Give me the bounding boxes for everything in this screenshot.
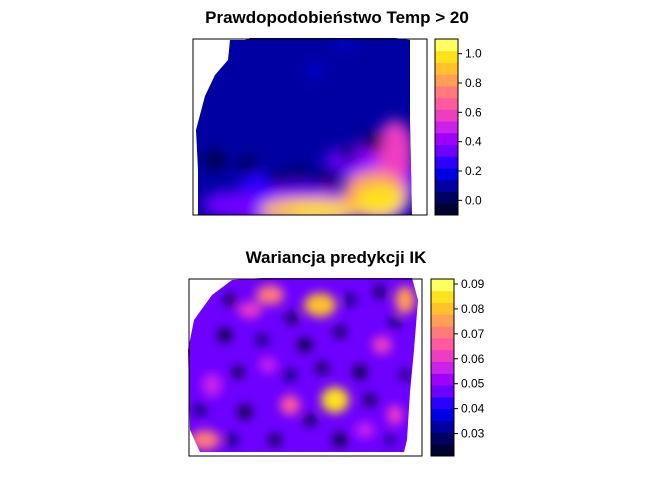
colorbar-tick-label: 0.07 bbox=[461, 327, 485, 341]
colorbar-swatch bbox=[431, 314, 454, 327]
colorbar-swatch bbox=[431, 397, 454, 410]
colorbar-swatch bbox=[431, 279, 454, 292]
colorbar-swatch bbox=[431, 373, 454, 386]
colorbar-tick-label: 0.0 bbox=[465, 193, 482, 207]
colorbar-tick-label: 0.4 bbox=[465, 135, 482, 149]
plot-frame bbox=[188, 278, 423, 457]
plot-frame bbox=[192, 38, 428, 216]
colorbar-swatch bbox=[435, 39, 458, 52]
colorbar-swatch bbox=[435, 85, 458, 99]
colorbar-swatch bbox=[431, 349, 454, 362]
colorbar-swatch bbox=[431, 338, 454, 351]
colorbar-tick-label: 0.6 bbox=[465, 105, 482, 119]
colorbar-tick-label: 0.8 bbox=[465, 76, 482, 90]
colorbar-swatch bbox=[435, 121, 458, 134]
colorbar-swatch bbox=[431, 444, 454, 457]
colorbar-swatch bbox=[431, 361, 454, 374]
colorbar-swatches bbox=[431, 279, 454, 457]
colorbar-swatches bbox=[435, 39, 458, 216]
heatmap-field bbox=[196, 38, 412, 215]
colorbar-swatch bbox=[435, 179, 458, 192]
colorbar-tick-label: 0.06 bbox=[461, 352, 485, 366]
colorbar-swatch bbox=[431, 326, 454, 339]
colorbar-tick-label: 0.2 bbox=[465, 164, 482, 178]
colorbar-swatch bbox=[435, 203, 458, 216]
colorbar-frame bbox=[434, 38, 459, 216]
chart-panel-variance: Wariancja predykcji IK bbox=[188, 248, 485, 457]
colorbar-swatch bbox=[435, 191, 458, 204]
chart-title: Wariancja predykcji IK bbox=[246, 248, 427, 267]
colorbar-swatch bbox=[431, 432, 454, 445]
colorbar-tick-label: 0.04 bbox=[461, 402, 485, 416]
colorbar-swatch bbox=[435, 168, 458, 181]
colorbar: 0.09 0.08 0.07 0.06 0.05 0.04 0.03 bbox=[430, 277, 485, 457]
colorbar-swatch bbox=[435, 132, 458, 145]
colorbar-swatch bbox=[431, 302, 454, 315]
colorbar-swatch bbox=[435, 156, 458, 169]
colorbar-swatch bbox=[431, 408, 454, 421]
colorbar-tick-label: 0.09 bbox=[461, 277, 485, 291]
colorbar-swatch bbox=[435, 62, 458, 75]
colorbar-swatch bbox=[435, 74, 458, 87]
colorbar-swatch bbox=[435, 97, 458, 110]
colorbar-swatch bbox=[435, 144, 458, 157]
chart-title: Prawdopodobieństwo Temp > 20 bbox=[205, 8, 469, 27]
colorbar-swatch bbox=[431, 290, 454, 303]
heatmap-field bbox=[188, 278, 418, 452]
colorbar-tick-label: 0.08 bbox=[461, 302, 485, 316]
colorbar-swatch bbox=[435, 50, 458, 63]
colorbar-frame bbox=[430, 278, 455, 457]
colorbar-tick-label: 0.03 bbox=[461, 427, 485, 441]
colorbar-swatch bbox=[435, 109, 458, 122]
colorbar-tick-label: 1.0 bbox=[465, 47, 482, 61]
colorbar-tick-label: 0.05 bbox=[461, 377, 485, 391]
colorbar-swatch bbox=[431, 385, 454, 398]
colorbar: 1.0 0.8 0.6 0.4 0.2 0.0 bbox=[434, 38, 482, 216]
colorbar-swatch bbox=[431, 420, 454, 433]
chart-panel-probability: Prawdopodobieństwo Temp > 20 bbox=[192, 8, 482, 216]
